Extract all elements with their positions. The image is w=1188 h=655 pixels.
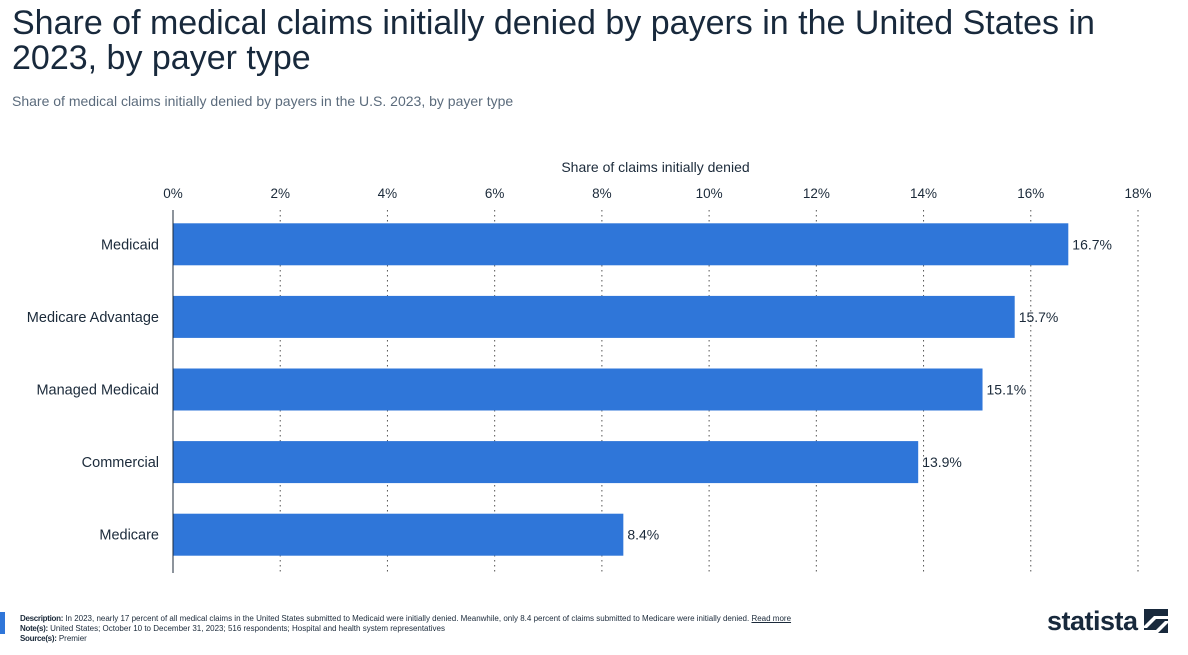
- footer-description: Description: In 2023, nearly 17 percent …: [20, 614, 920, 624]
- footer: Description: In 2023, nearly 17 percent …: [20, 614, 920, 644]
- chart-subtitle: Share of medical claims initially denied…: [12, 93, 514, 109]
- description-label: Description:: [20, 614, 64, 623]
- x-tick-label: 18%: [1124, 186, 1151, 201]
- statista-logo-icon: [1143, 609, 1168, 633]
- x-tick-label: 8%: [592, 186, 612, 201]
- source-text: Premier: [58, 634, 87, 643]
- bar-chart: Share of claims initially denied 0% 2% 4% 6%…: [27, 159, 1152, 573]
- value-label: 8.4%: [627, 527, 659, 543]
- x-tick-label: 14%: [910, 186, 937, 201]
- chart-title: Share of medical claims initially denied…: [12, 4, 1095, 77]
- bar-managed-medicaid: [173, 368, 983, 411]
- bar-medicare-advantage: [173, 295, 1015, 338]
- category-label: Managed Medicaid: [36, 383, 159, 399]
- category-label: Commercial: [82, 455, 159, 471]
- x-tick-label: 2%: [270, 186, 290, 201]
- x-tick-label: 0%: [163, 186, 183, 201]
- x-tick-label: 10%: [696, 186, 723, 201]
- source-label: Source(s):: [20, 634, 57, 643]
- x-axis-title: Share of claims initially denied: [561, 159, 749, 175]
- notes-label: Note(s):: [20, 624, 48, 633]
- description-text: In 2023, nearly 17 percent of all medica…: [65, 614, 750, 623]
- footer-source: Source(s): Premier: [20, 634, 920, 644]
- x-tick-label: 16%: [1017, 186, 1044, 201]
- brand-name: statista: [1047, 605, 1138, 636]
- statista-logo[interactable]: statista: [1047, 604, 1168, 638]
- footer-notes: Note(s): United States; October 10 to De…: [20, 624, 920, 634]
- x-tick-label: 6%: [485, 186, 505, 201]
- value-label: 15.7%: [1019, 309, 1059, 325]
- value-label: 16.7%: [1072, 236, 1112, 252]
- value-label: 15.1%: [987, 382, 1027, 398]
- bar-commercial: [173, 441, 919, 484]
- footer-accent-bar: [0, 612, 5, 634]
- category-label: Medicare Advantage: [27, 310, 159, 326]
- x-tick-label: 4%: [378, 186, 398, 201]
- category-label: Medicare: [99, 528, 159, 544]
- notes-text: United States; October 10 to December 31…: [50, 624, 445, 633]
- bar-medicare: [173, 513, 624, 556]
- bar-medicaid: [173, 223, 1069, 266]
- x-tick-label: 12%: [803, 186, 830, 201]
- read-more-link[interactable]: Read more: [751, 614, 792, 623]
- value-label: 13.9%: [922, 454, 962, 470]
- category-label: Medicaid: [101, 237, 159, 253]
